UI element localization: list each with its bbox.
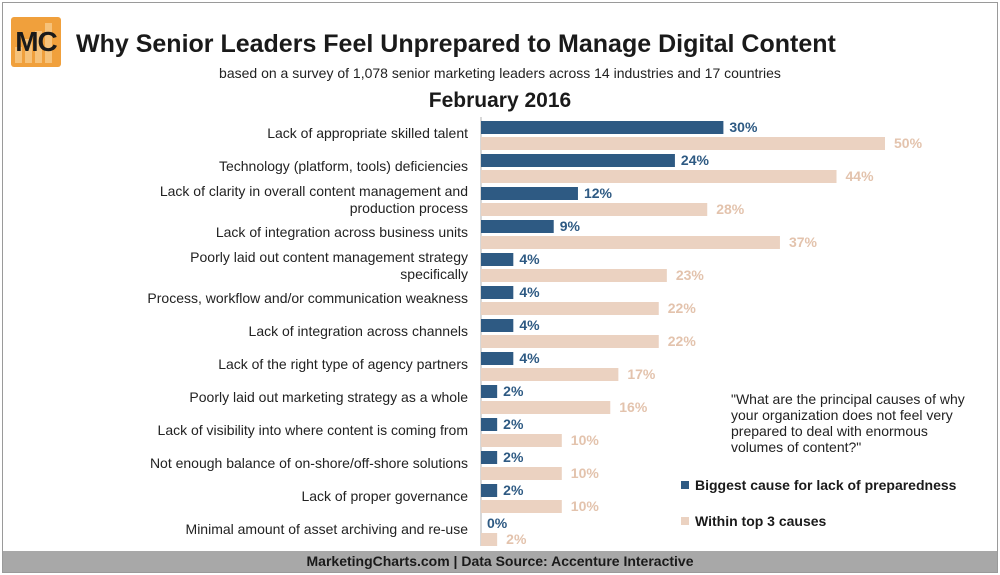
category-label: Not enough balance of on-shore/off-shore… <box>150 455 468 471</box>
category-label: Lack of integration across business unit… <box>216 224 468 240</box>
bar-biggest-cause <box>481 220 554 233</box>
data-label-biggest-cause: 2% <box>503 482 524 498</box>
data-label-top-3-causes: 23% <box>676 267 705 283</box>
logo-text: MC <box>15 26 58 57</box>
bar-biggest-cause <box>481 385 498 398</box>
data-label-top-3-causes: 22% <box>668 300 697 316</box>
footer-source: MarketingCharts.com | Data Source: Accen… <box>3 551 997 572</box>
bar-top-3-causes <box>481 302 659 315</box>
bar-biggest-cause <box>481 154 675 167</box>
data-label-top-3-causes: 10% <box>571 465 600 481</box>
bar-top-3-causes <box>481 203 708 216</box>
data-label-top-3-causes: 17% <box>627 366 656 382</box>
bar-chart: Lack of appropriate skilled talent 30% 50%… <box>147 117 923 547</box>
data-label-biggest-cause: 4% <box>519 251 540 267</box>
data-label-biggest-cause: 2% <box>503 416 524 432</box>
category-label: Lack of proper governance <box>301 488 468 504</box>
data-label-top-3-causes: 44% <box>846 168 875 184</box>
bar-biggest-cause <box>481 319 514 332</box>
category-label: Poorly laid out marketing strategy as a … <box>189 389 468 405</box>
legend-label-biggest-cause: Biggest cause for lack of preparedness <box>695 477 957 493</box>
bar-top-3-causes <box>481 236 780 249</box>
data-label-biggest-cause: 2% <box>503 449 524 465</box>
category-label: Lack of clarity in overall content manag… <box>160 183 468 216</box>
bar-top-3-causes <box>481 401 611 414</box>
legend-item-biggest-cause: Biggest cause for lack of preparedness <box>681 477 956 495</box>
chart-subtitle: based on a survey of 1,078 senior market… <box>219 65 781 81</box>
data-label-biggest-cause: 2% <box>503 383 524 399</box>
category-label: Minimal amount of asset archiving and re… <box>186 521 469 537</box>
bar-biggest-cause <box>481 286 514 299</box>
bar-top-3-causes <box>481 467 562 480</box>
data-label-biggest-cause: 30% <box>729 119 758 135</box>
bar-top-3-causes <box>481 170 837 183</box>
bar-biggest-cause <box>481 418 498 431</box>
bar-top-3-causes <box>481 137 885 150</box>
data-label-top-3-causes: 22% <box>668 333 697 349</box>
data-label-top-3-causes: 16% <box>619 399 648 415</box>
category-label: Lack of integration across channels <box>249 323 468 339</box>
bar-biggest-cause <box>481 484 498 497</box>
bar-top-3-causes <box>481 335 659 348</box>
bar-top-3-causes <box>481 434 562 447</box>
bar-biggest-cause <box>481 253 514 266</box>
category-label: Process, workflow and/or communication w… <box>147 290 468 306</box>
marketingcharts-logo: MC <box>11 17 61 67</box>
data-label-top-3-causes: 50% <box>894 135 923 151</box>
data-label-biggest-cause: 0% <box>487 515 508 531</box>
bar-top-3-causes <box>481 269 667 282</box>
data-label-biggest-cause: 9% <box>560 218 581 234</box>
data-label-top-3-causes: 10% <box>571 432 600 448</box>
data-label-top-3-causes: 28% <box>716 201 745 217</box>
survey-question: "What are the principal causes of why yo… <box>731 391 965 455</box>
category-label: Poorly laid out content management strat… <box>190 249 468 282</box>
legend-swatch-biggest-cause <box>681 481 689 489</box>
data-label-biggest-cause: 4% <box>519 350 540 366</box>
data-label-top-3-causes: 10% <box>571 498 600 514</box>
legend-label-top-3: Within top 3 causes <box>695 513 827 529</box>
data-label-biggest-cause: 4% <box>519 284 540 300</box>
bar-top-3-causes <box>481 368 619 381</box>
bar-biggest-cause <box>481 187 578 200</box>
bar-biggest-cause <box>481 451 498 464</box>
legend-swatch-top-3 <box>681 517 689 525</box>
data-label-biggest-cause: 4% <box>519 317 540 333</box>
logo-bars-icon <box>15 23 52 63</box>
data-label-biggest-cause: 12% <box>584 185 613 201</box>
data-label-top-3-causes: 2% <box>506 531 527 547</box>
bar-biggest-cause <box>481 121 724 134</box>
data-label-top-3-causes: 37% <box>789 234 818 250</box>
category-label: Lack of appropriate skilled talent <box>267 125 468 141</box>
bar-biggest-cause <box>481 352 514 365</box>
category-label: Technology (platform, tools) deficiencie… <box>219 158 468 174</box>
data-label-biggest-cause: 24% <box>681 152 710 168</box>
category-label: Lack of the right type of agency partner… <box>218 356 468 372</box>
chart-title: Why Senior Leaders Feel Unprepared to Ma… <box>76 30 836 58</box>
category-label: Lack of visibility into where content is… <box>158 422 468 438</box>
bar-top-3-causes <box>481 500 562 513</box>
legend-item-top-3: Within top 3 causes <box>681 513 826 531</box>
chart-period: February 2016 <box>428 89 572 112</box>
bar-top-3-causes <box>481 533 498 546</box>
